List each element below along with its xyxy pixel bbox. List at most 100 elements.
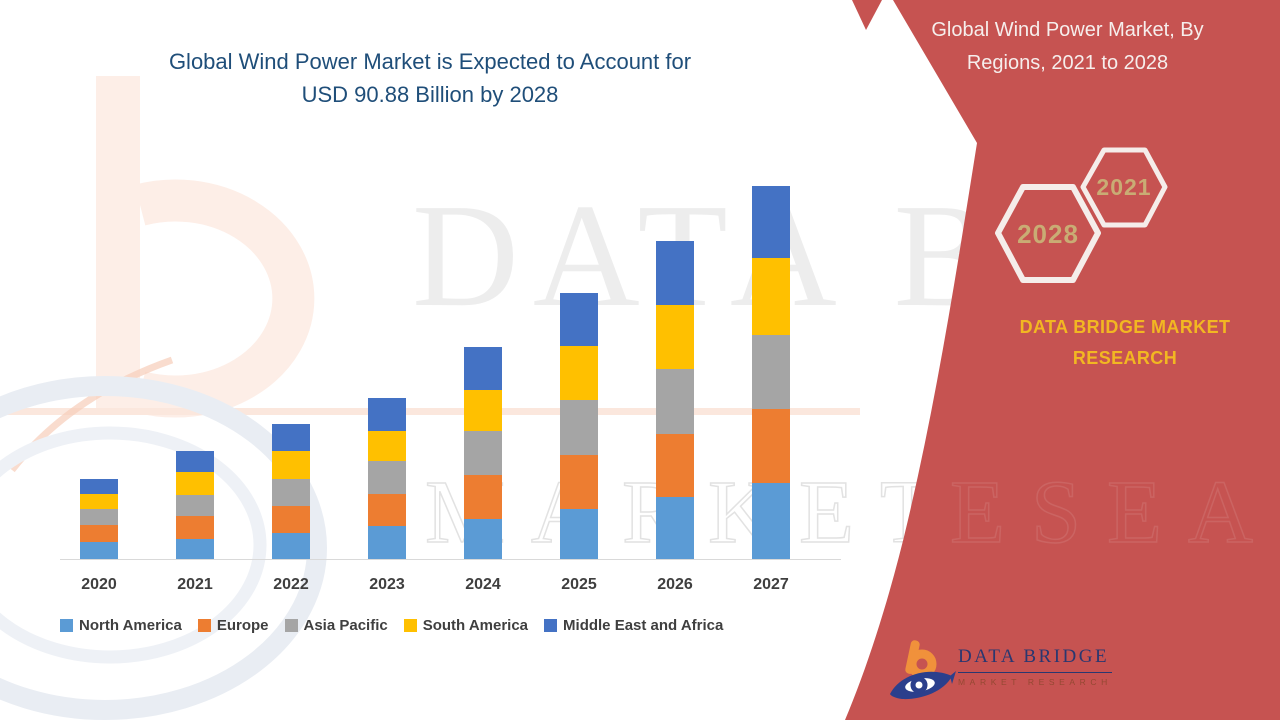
legend-item: Middle East and Africa [544, 617, 723, 634]
watermark-swoosh-ring-inner [0, 426, 267, 664]
bar-segment [80, 525, 118, 542]
bar-segment [272, 506, 310, 533]
logo-swoosh-tail [950, 671, 956, 684]
bar-segment [656, 434, 694, 497]
legend-label: Middle East and Africa [563, 617, 724, 634]
side-panel-heading-line1: Global Wind Power Market, By [931, 19, 1204, 41]
brand-name-line2: RESEARCH [1072, 348, 1178, 368]
hexagon-2028-label: 2028 [1017, 219, 1079, 249]
bar-segment [176, 516, 214, 539]
bar-segment [656, 305, 694, 369]
legend-label: Asia Pacific [303, 617, 388, 634]
bar-segment [464, 475, 502, 519]
x-axis-label: 2022 [273, 576, 309, 593]
legend-item: Europe [197, 617, 269, 634]
bar-segment [272, 451, 310, 479]
bar-segment [752, 258, 790, 335]
legend-label: North America [79, 617, 182, 634]
databridge-logo: DATA BRIDGE MARKET RESEARCH [886, 634, 1112, 706]
hexagon-2028-icon [995, 184, 1101, 283]
bar-segment [464, 347, 502, 390]
bar-segment [272, 533, 310, 559]
bar-segment [368, 431, 406, 461]
brand-name-line1: DATA BRIDGE MARKET [1019, 317, 1231, 337]
logo-text-column: DATA BRIDGE MARKET RESEARCH [958, 646, 1112, 706]
bar-segment [80, 542, 118, 559]
bar-segment [176, 539, 214, 559]
legend-label: Europe [216, 617, 269, 634]
bar-segment [560, 400, 598, 455]
bar-2024 [464, 347, 502, 559]
bar-segment [560, 346, 598, 400]
bar-segment [560, 293, 598, 346]
bar-segment [368, 461, 406, 494]
bar-segment [752, 186, 790, 258]
watermark-underline-band [0, 408, 860, 415]
side-panel-heading-line2: Regions, 2021 to 2028 [966, 52, 1169, 74]
x-axis-label: 2020 [81, 576, 117, 593]
bar-segment [656, 497, 694, 559]
bar-segment [80, 509, 118, 525]
bar-segment [752, 409, 790, 483]
side-panel-heading: Global Wind Power Market, By Regions, 20… [880, 14, 1255, 80]
bar-2023 [368, 398, 406, 559]
x-axis-label: 2024 [465, 576, 501, 593]
bar-2025 [560, 293, 598, 559]
bar-segment [464, 431, 502, 475]
x-axis-label: 2023 [369, 576, 405, 593]
bar-segment [80, 479, 118, 494]
legend-item: North America [60, 617, 182, 634]
panel-watermark-text: ESEARCH [949, 463, 1280, 562]
x-axis-label: 2025 [561, 576, 597, 593]
legend-swatch-icon [284, 619, 298, 632]
bar-segment [752, 483, 790, 559]
x-axis-label: 2027 [753, 576, 789, 593]
bar-segment [464, 390, 502, 431]
hexagon-2021-label: 2021 [1096, 174, 1152, 200]
bar-2020 [80, 479, 118, 559]
watermark-swoosh-ring-outer [0, 376, 327, 720]
watermark-b-stem [96, 76, 140, 408]
bar-segment [368, 526, 406, 559]
logo-b-bowl [907, 649, 937, 679]
bar-segment [656, 369, 694, 434]
bar-segment [560, 455, 598, 509]
legend-swatch-icon [60, 619, 73, 632]
side-panel-shape [845, 0, 1280, 720]
bar-segment [176, 472, 214, 495]
legend-item: South America [403, 617, 528, 634]
legend-swatch-icon [403, 619, 417, 632]
watermark-b-bowl [134, 179, 315, 418]
bar-segment [368, 494, 406, 526]
bar-segment [752, 335, 790, 409]
x-axis-label: 2026 [657, 576, 693, 593]
bar-segment [560, 509, 598, 559]
bar-segment [272, 424, 310, 451]
databridge-logo-mark-icon [890, 640, 956, 700]
bar-2021 [176, 451, 214, 559]
bar-segment [464, 519, 502, 559]
legend: North America Europe Asia Pacific South Ame… [60, 617, 723, 634]
brand-name: DATA BRIDGE MARKET RESEARCH [965, 312, 1280, 374]
legend-item: Asia Pacific [284, 617, 388, 634]
x-axis-label: 2021 [177, 576, 213, 593]
logo-subtext: MARKET RESEARCH [958, 677, 1112, 687]
hexagon-2021-icon [1080, 147, 1168, 228]
logo-d-bowl [910, 676, 928, 694]
page-title: Global Wind Power Market is Expected to … [100, 45, 760, 111]
bar-2022 [272, 424, 310, 559]
bar-2026 [656, 241, 694, 559]
page-title-line2: USD 90.88 Billion by 2028 [301, 82, 559, 107]
logo-wordmark: DATA BRIDGE [958, 646, 1112, 673]
x-axis-line [60, 559, 841, 560]
bar-segment [272, 479, 310, 506]
legend-swatch-icon [197, 619, 211, 632]
side-panel-corner-triangle [852, 0, 882, 30]
bar-segment [80, 494, 118, 509]
bar-2027 [752, 186, 790, 559]
